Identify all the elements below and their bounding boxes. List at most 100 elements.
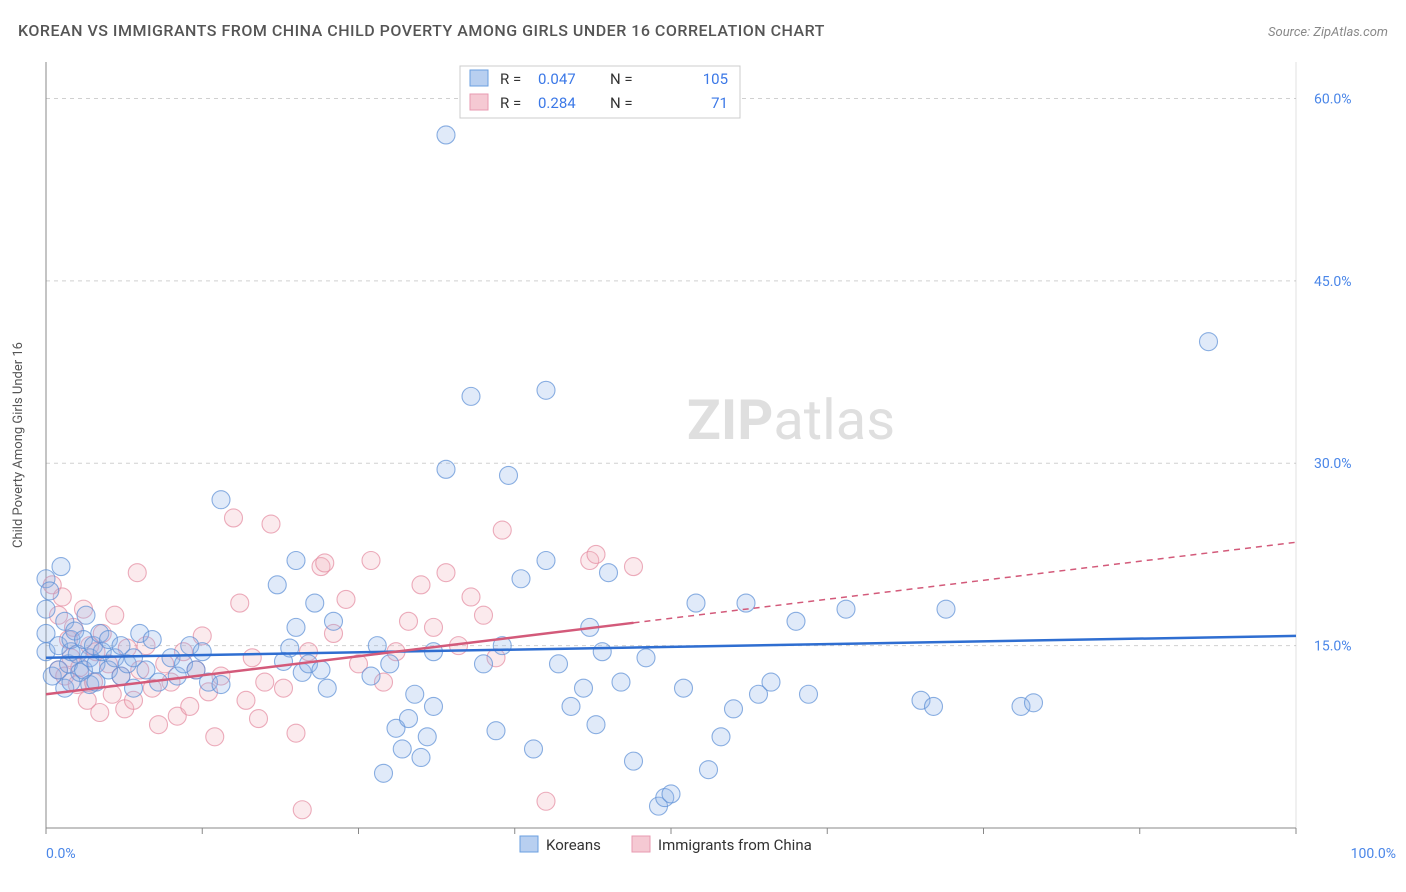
data-point [287,724,305,742]
legend-n-label: N = [610,70,633,88]
data-point [275,679,293,697]
bottom-legend-swatch [520,836,538,852]
data-point [412,748,430,766]
legend-r-value: 0.284 [538,94,576,112]
correlation-scatter-chart: KOREAN VS IMMIGRANTS FROM CHINA CHILD PO… [0,0,1406,892]
data-point [537,381,555,399]
trend-line-extrapolated [634,542,1297,623]
data-point [318,679,336,697]
data-point [362,667,380,685]
data-point [662,785,680,803]
data-point [1025,694,1043,712]
y-tick-label: 45.0% [1314,274,1352,290]
data-point [593,643,611,661]
data-point [462,588,480,606]
data-point [52,558,70,576]
data-point [268,576,286,594]
bottom-legend-label: Immigrants from China [658,836,812,854]
data-point [193,643,211,661]
data-point [575,679,593,697]
legend-r-value: 0.047 [538,70,576,88]
data-point [412,576,430,594]
data-point [243,649,261,667]
data-point [406,685,424,703]
x-tick-label: 100.0% [1351,846,1396,862]
data-point [587,716,605,734]
data-point [587,545,605,563]
data-point [143,631,161,649]
data-point [762,673,780,691]
data-point [800,685,818,703]
data-point [475,655,493,673]
data-point [612,673,630,691]
data-point [537,552,555,570]
data-point [206,728,224,746]
data-point [37,600,55,618]
y-tick-label: 30.0% [1314,456,1352,472]
data-point [425,618,443,636]
series-koreans [37,126,1218,815]
data-point [316,554,334,572]
data-point [487,722,505,740]
data-point [837,600,855,618]
data-point [537,792,555,810]
data-point [562,697,580,715]
bottom-legend-swatch [632,836,650,852]
data-point [212,676,230,694]
data-point [437,126,455,144]
data-point [91,703,109,721]
data-point [181,697,199,715]
legend-n-value: 105 [703,70,728,88]
data-point [625,752,643,770]
data-point [437,460,455,478]
y-tick-label: 60.0% [1314,91,1352,107]
data-point [293,801,311,819]
data-point [262,515,280,533]
data-point [287,618,305,636]
y-tick-label: 15.0% [1314,639,1352,655]
data-point [337,590,355,608]
data-point [725,700,743,718]
data-point [77,606,95,624]
data-point [475,606,493,624]
legend-swatch [470,94,488,110]
data-point [787,612,805,630]
data-point [393,740,411,758]
data-point [237,691,255,709]
x-tick-label: 0.0% [46,846,76,862]
data-point [400,612,418,630]
data-point [712,728,730,746]
data-point [231,594,249,612]
data-point [550,655,568,673]
data-point [425,697,443,715]
legend-r-label: R = [500,94,521,112]
chart-title: KOREAN VS IMMIGRANTS FROM CHINA CHILD PO… [18,21,825,40]
data-point [381,655,399,673]
data-point [362,552,380,570]
data-point [250,710,268,728]
bottom-legend-label: Koreans [546,836,601,854]
watermark: ZIPatlas [687,387,895,453]
data-point [312,661,330,679]
data-point [637,649,655,667]
trend-line [46,636,1296,658]
legend-r-label: R = [500,70,521,88]
legend-n-value: 71 [711,94,728,112]
data-point [106,606,124,624]
y-axis-label: Child Poverty Among Girls Under 16 [11,342,26,548]
data-point [325,612,343,630]
data-point [675,679,693,697]
data-point [525,740,543,758]
data-point [128,564,146,582]
data-point [687,594,705,612]
data-point [925,697,943,715]
data-point [1200,333,1218,351]
data-point [225,509,243,527]
legend-swatch [470,70,488,86]
data-point [400,710,418,728]
data-point [418,728,436,746]
legend-n-label: N = [610,94,633,112]
data-point [500,466,518,484]
data-point [462,387,480,405]
data-point [493,521,511,539]
